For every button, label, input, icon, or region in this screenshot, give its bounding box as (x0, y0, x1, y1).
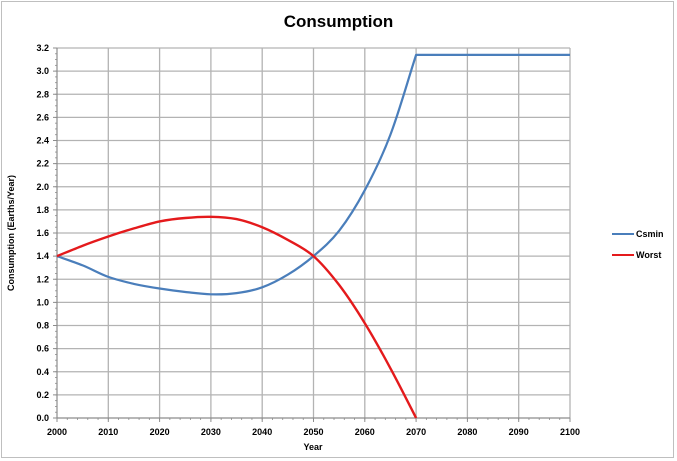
y-tick-label: 2.4 (36, 136, 49, 146)
y-tick-label: 2.2 (36, 159, 49, 169)
x-tick-label: 2070 (406, 427, 426, 437)
y-tick-label: 1.2 (36, 274, 49, 284)
x-tick-label: 2020 (150, 427, 170, 437)
legend-item-worst: Worst (612, 249, 664, 261)
y-tick-label: 0.4 (36, 367, 49, 377)
x-tick-label: 2040 (252, 427, 272, 437)
axes (53, 47, 571, 422)
y-tick-label: 3.0 (36, 66, 49, 76)
y-tick-label: 2.0 (36, 182, 49, 192)
y-tick-label: 2.8 (36, 89, 49, 99)
y-tick-label: 1.6 (36, 228, 49, 238)
series-line-csmin (56, 53, 570, 296)
y-tick-label: 1.8 (36, 205, 49, 215)
series-line-worst (56, 215, 418, 419)
y-tick-label: 0.6 (36, 344, 49, 354)
x-tick-label: 2060 (355, 427, 375, 437)
gridlines (57, 47, 571, 418)
x-tick-label: 2030 (201, 427, 221, 437)
y-tick-label: 2.6 (36, 112, 49, 122)
x-tick-label: 2050 (303, 427, 323, 437)
x-tick-label: 2000 (47, 427, 67, 437)
x-axis-label: Year (303, 442, 323, 452)
x-tick-labels: 2000 2010 2020 2030 2040 2050 2060 2070 2080 2090… (47, 427, 580, 437)
x-tick-label: 2010 (98, 427, 118, 437)
x-tick-label: 2090 (509, 427, 529, 437)
chart-title: Consumption (283, 12, 394, 31)
series-lines (56, 53, 571, 419)
legend-label-worst: Worst (636, 250, 662, 260)
y-tick-labels: 0.0 0.2 0.4 0.6 0.8 1.0 1.2 1.4 1.6 1.8 2.0 2.2 2.4 2… (36, 43, 49, 423)
y-tick-label: 3.2 (36, 43, 49, 53)
y-tick-label: 0.0 (36, 413, 49, 423)
y-axis-label: Consumption (Earths/Year) (6, 175, 16, 291)
x-tick-label: 2100 (560, 427, 580, 437)
legend-label-csmin: Csmin (636, 229, 664, 239)
y-tick-label: 1.4 (36, 251, 49, 261)
legend: Csmin Worst (612, 228, 664, 270)
y-tick-label: 0.8 (36, 321, 49, 331)
legend-swatch-worst (612, 254, 634, 256)
legend-swatch-csmin (612, 233, 634, 235)
legend-item-csmin: Csmin (612, 228, 664, 240)
y-tick-label: 0.2 (36, 390, 49, 400)
x-tick-label: 2080 (457, 427, 477, 437)
y-tick-label: 1.0 (36, 297, 49, 307)
